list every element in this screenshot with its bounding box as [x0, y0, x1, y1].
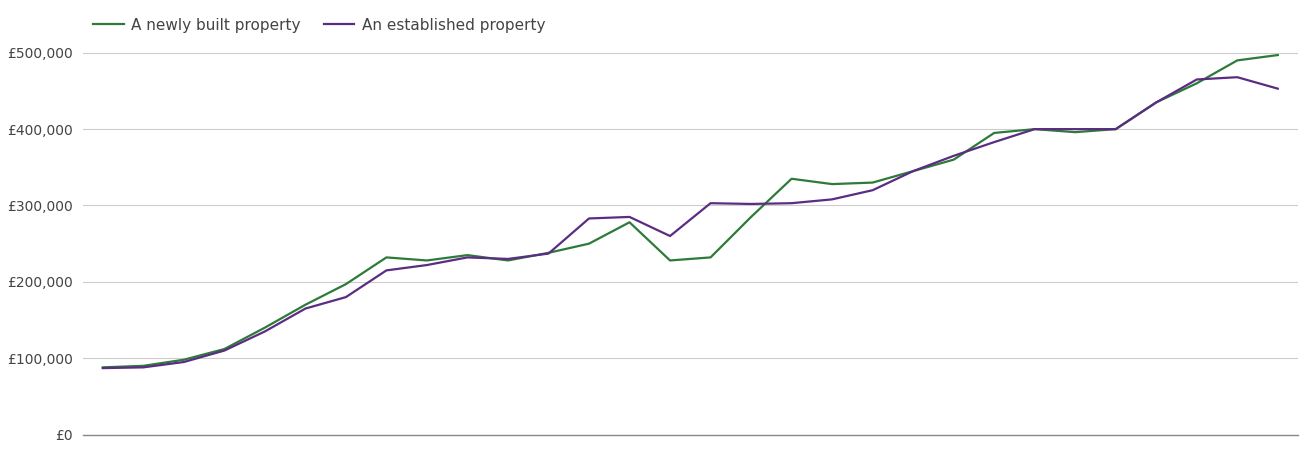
An established property [136, 364, 151, 370]
An established property [540, 251, 556, 256]
A newly built property [136, 363, 151, 369]
A newly built property [946, 157, 962, 162]
An established property [1067, 126, 1083, 132]
An established property [459, 255, 475, 260]
Legend: A newly built property, An established property: A newly built property, An established p… [90, 14, 548, 36]
A newly built property [1189, 81, 1205, 86]
A newly built property [95, 364, 111, 370]
An established property [500, 256, 515, 261]
An established property [865, 188, 881, 193]
A newly built property [581, 241, 596, 246]
A newly built property [784, 176, 800, 181]
An established property [784, 201, 800, 206]
A newly built property [1027, 126, 1043, 132]
An established property [378, 268, 394, 273]
A newly built property [217, 346, 232, 352]
A newly built property [298, 302, 313, 307]
An established property [662, 233, 677, 238]
An established property [217, 348, 232, 353]
An established property [987, 140, 1002, 145]
An established property [702, 201, 718, 206]
A newly built property [419, 258, 435, 263]
An established property [621, 214, 637, 220]
A newly built property [1229, 58, 1245, 63]
An established property [744, 201, 760, 207]
Line: An established property: An established property [103, 77, 1278, 368]
An established property [581, 216, 596, 221]
A newly built property [702, 255, 718, 260]
Line: A newly built property: A newly built property [103, 55, 1278, 367]
A newly built property [825, 181, 840, 187]
A newly built property [906, 168, 921, 174]
An established property [419, 262, 435, 268]
An established property [825, 197, 840, 202]
An established property [1027, 126, 1043, 132]
A newly built property [1108, 126, 1124, 132]
A newly built property [1270, 52, 1285, 58]
A newly built property [378, 255, 394, 260]
An established property [1270, 86, 1285, 91]
An established property [1229, 75, 1245, 80]
An established property [298, 306, 313, 311]
An established property [338, 294, 354, 300]
A newly built property [621, 220, 637, 225]
A newly built property [987, 130, 1002, 135]
An established property [257, 329, 273, 334]
An established property [176, 359, 192, 364]
An established property [1108, 126, 1124, 132]
A newly built property [1067, 130, 1083, 135]
An established property [95, 365, 111, 371]
An established property [1189, 77, 1205, 82]
A newly built property [1148, 100, 1164, 105]
A newly built property [459, 252, 475, 258]
A newly built property [744, 214, 760, 220]
A newly built property [338, 281, 354, 287]
A newly built property [176, 357, 192, 362]
A newly built property [500, 258, 515, 263]
A newly built property [257, 325, 273, 330]
An established property [946, 153, 962, 158]
An established property [1148, 100, 1164, 105]
A newly built property [540, 250, 556, 256]
An established property [906, 168, 921, 174]
A newly built property [662, 258, 677, 263]
A newly built property [865, 180, 881, 185]
